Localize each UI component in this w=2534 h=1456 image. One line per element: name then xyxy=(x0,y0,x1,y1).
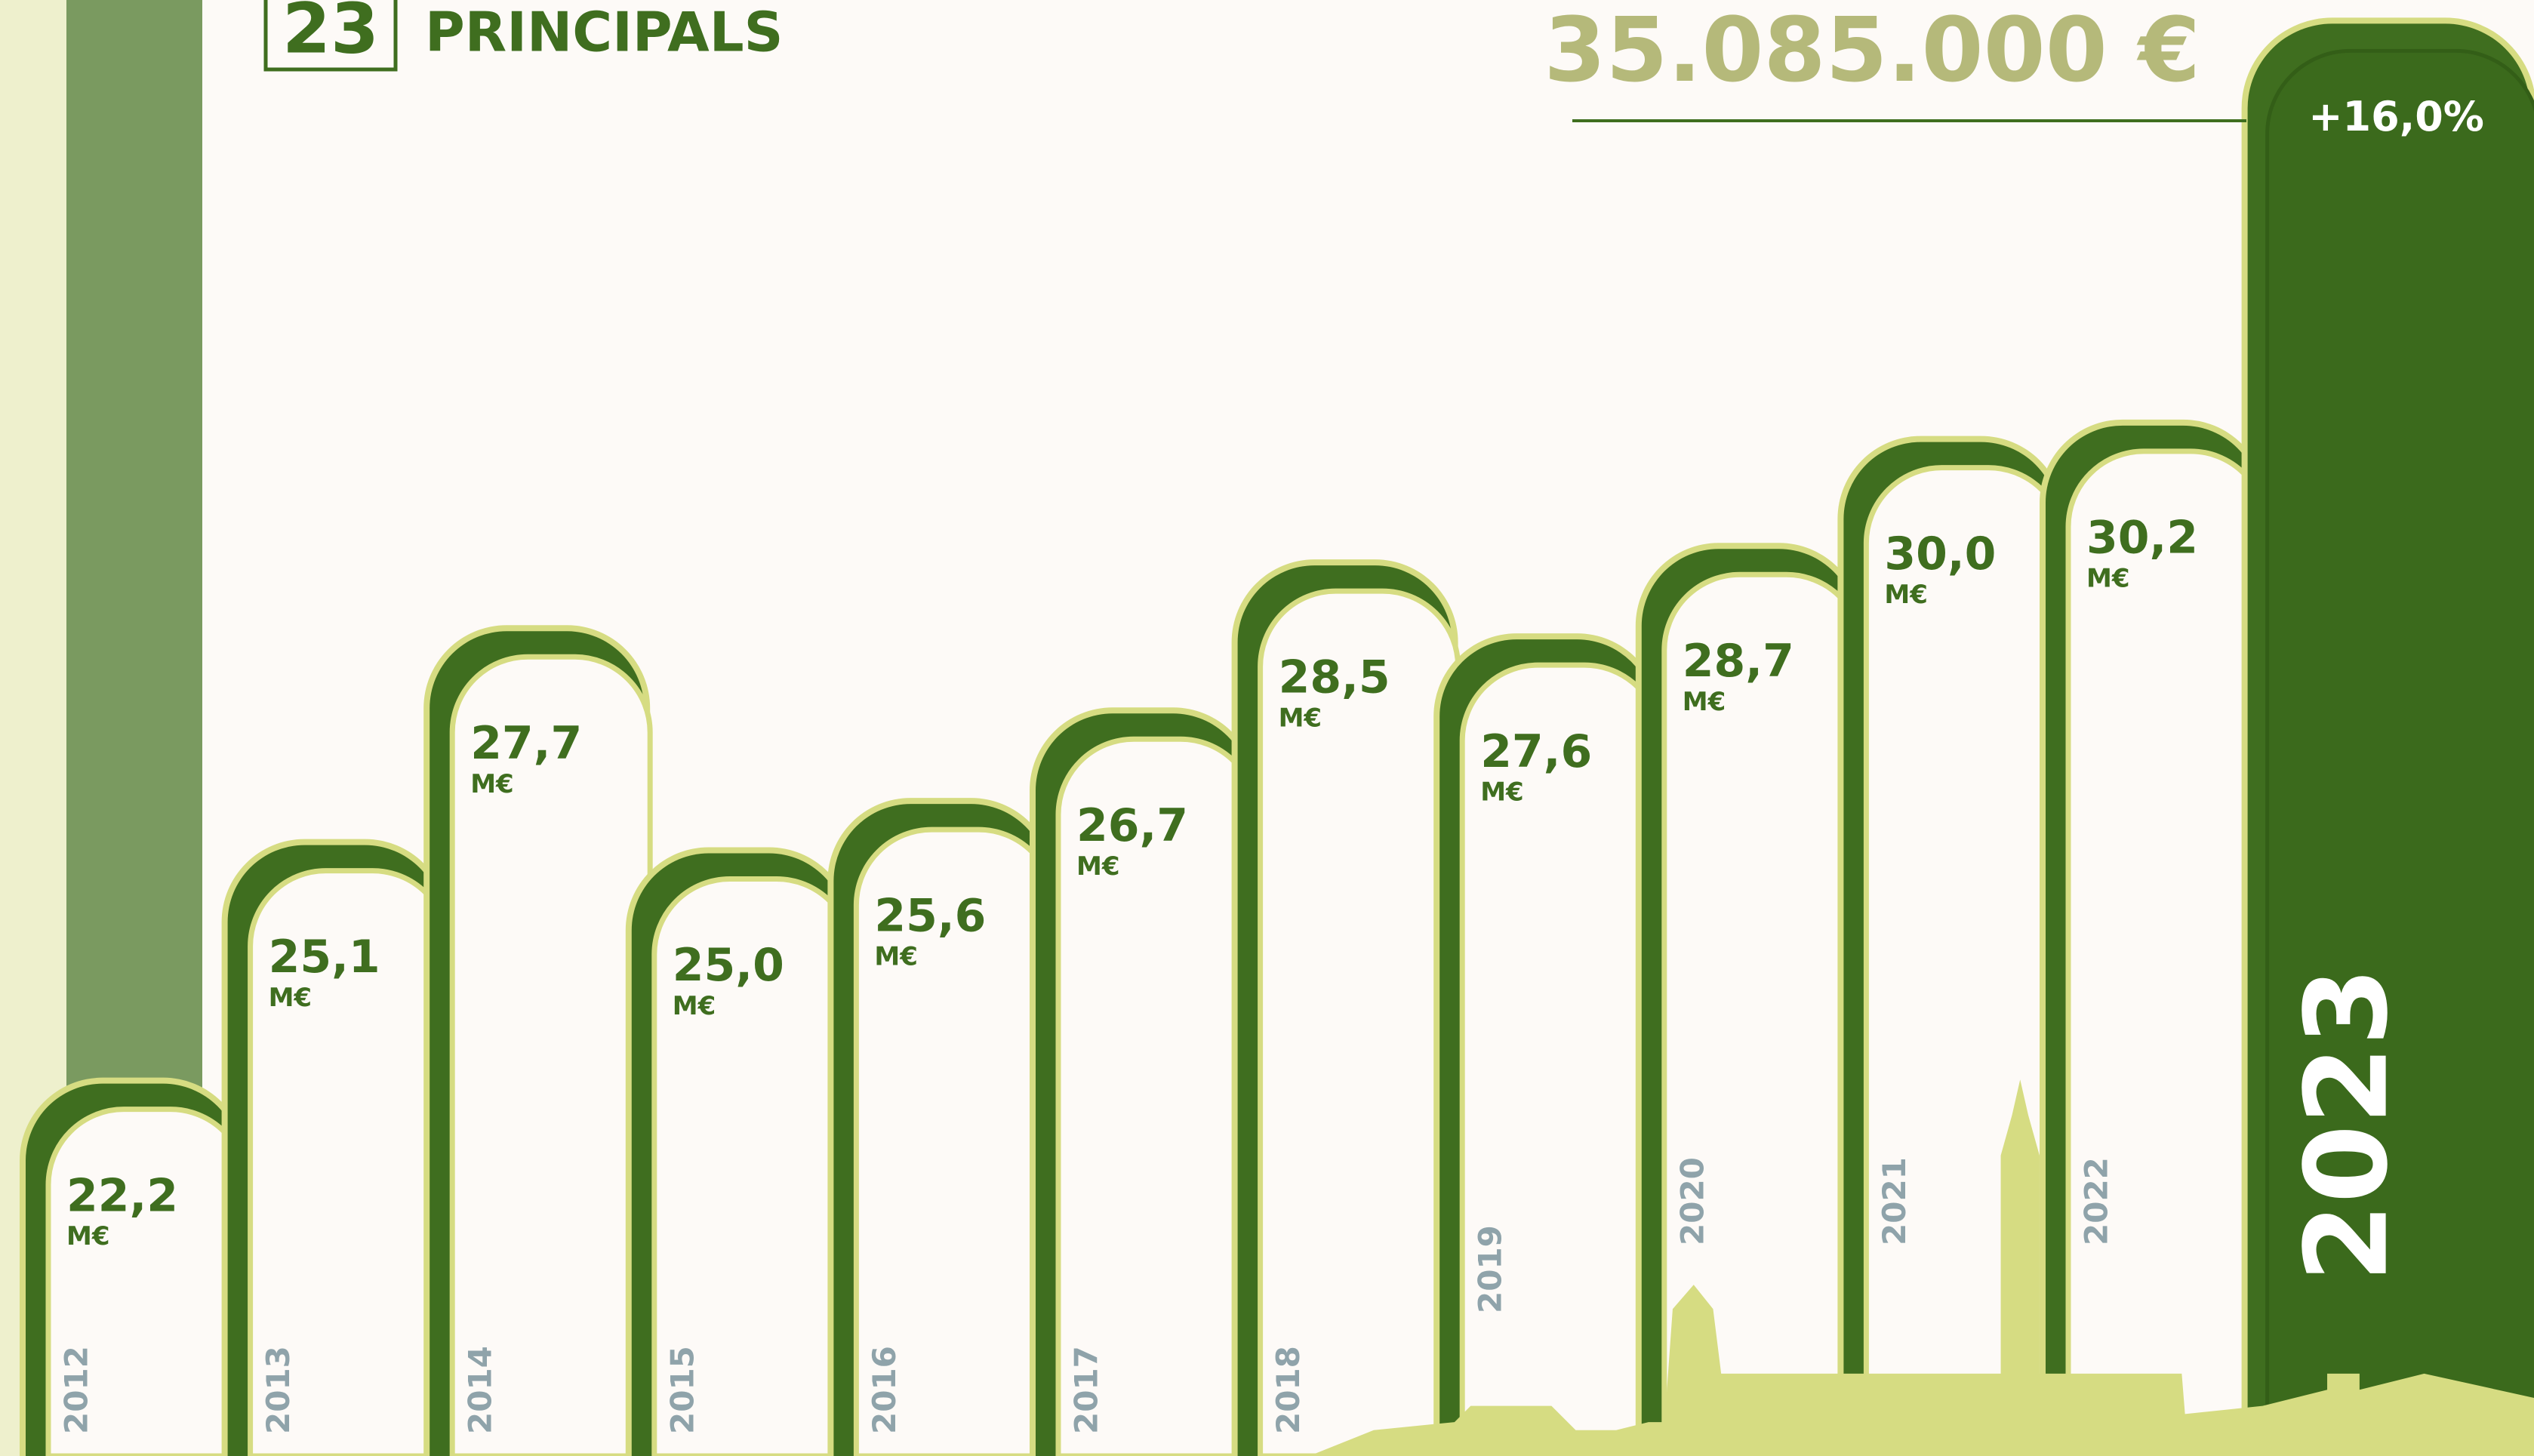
unit-label: M€ xyxy=(1076,851,1120,882)
unit-label: M€ xyxy=(673,991,716,1021)
bar-inner xyxy=(2065,448,2269,1456)
x-tick-label: 2015 xyxy=(664,1346,700,1434)
x-tick-label: 2014 xyxy=(462,1346,499,1434)
labels: 22,2M€201225,1M€201327,7M€201425,0M€2015… xyxy=(58,0,2484,1434)
unit-label: M€ xyxy=(2086,563,2130,593)
skyline xyxy=(1309,1079,2534,1456)
bar-inner xyxy=(449,654,653,1456)
chart-title: PRINCIPALS xyxy=(425,1,784,64)
x-tick-label: 2018 xyxy=(1270,1346,1307,1434)
unit-label: M€ xyxy=(269,983,313,1013)
x-tick-label: 2022 xyxy=(2078,1157,2115,1245)
unit-label: M€ xyxy=(470,769,514,799)
header-number: 23 xyxy=(282,0,379,69)
value-label: 27,7 xyxy=(470,717,582,770)
annotation: +16,0% xyxy=(2308,93,2484,140)
bar-inner xyxy=(1258,588,1461,1456)
value-label: 25,1 xyxy=(269,931,380,983)
value-label: 30,2 xyxy=(2086,511,2198,564)
x-tick-label: 2020 xyxy=(1673,1157,1710,1245)
x-tick-label: 2021 xyxy=(1876,1157,1913,1245)
unit-label: M€ xyxy=(1480,777,1524,808)
unit-label: M€ xyxy=(1884,580,1928,610)
bars xyxy=(20,17,2534,1456)
value-label: 26,7 xyxy=(1076,799,1188,852)
value-label: 30,0 xyxy=(1884,528,1996,580)
unit-label: M€ xyxy=(1683,687,1726,717)
unit-label: M€ xyxy=(66,1221,110,1251)
total-label: 35.085.000 € xyxy=(1544,0,2200,102)
value-label: 28,5 xyxy=(1279,651,1390,704)
x-tick-label: 2017 xyxy=(1068,1346,1105,1434)
x-tick-label: 2016 xyxy=(866,1346,903,1434)
x-tick-label: 2013 xyxy=(260,1346,297,1434)
value-label: 25,0 xyxy=(673,939,784,992)
bar-inner xyxy=(2265,48,2534,1456)
x-tick-label: 2023 xyxy=(2282,967,2413,1282)
value-label: 22,2 xyxy=(66,1169,178,1222)
x-tick-label: 2012 xyxy=(58,1346,95,1434)
unit-label: M€ xyxy=(874,942,918,972)
value-label: 27,6 xyxy=(1480,725,1592,778)
value-label: 28,7 xyxy=(1683,635,1794,688)
header-box xyxy=(263,0,398,72)
unit-label: M€ xyxy=(1279,703,1322,734)
x-tick-label: 2019 xyxy=(1472,1225,1509,1313)
value-label: 25,6 xyxy=(874,890,986,943)
